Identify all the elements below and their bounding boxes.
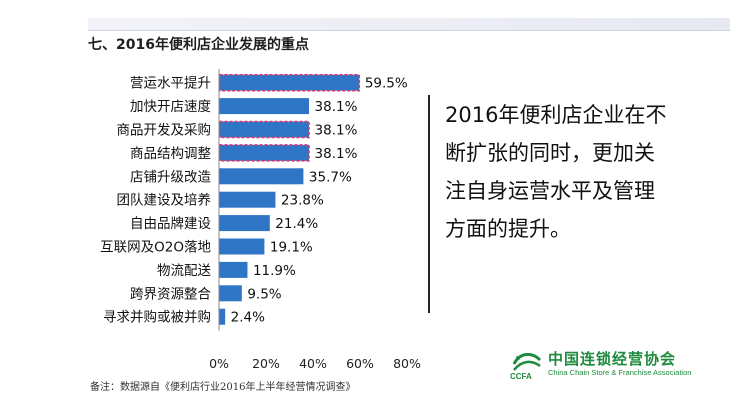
x-tick-label-4: 60%	[346, 356, 374, 371]
title-bar-background	[88, 18, 730, 30]
x-tick-label-5: 80%	[393, 356, 421, 371]
bar-3	[218, 120, 310, 139]
value-label-9: 11.9%	[253, 263, 296, 279]
side-text-line-3: 注自身运营水平及管理	[445, 179, 655, 203]
value-label-6: 23.8%	[281, 193, 324, 209]
category-label-3: 商品开发及采购	[117, 123, 212, 139]
category-label-5: 店铺升级改造	[130, 169, 211, 185]
bar-5	[219, 168, 304, 185]
x-tick-label-3: 40%	[299, 356, 327, 371]
bar-10	[219, 285, 242, 302]
category-label-1: 营运水平提升	[130, 76, 211, 92]
title-bar-underline	[88, 30, 730, 31]
value-label-10: 9.5%	[247, 286, 281, 302]
category-label-10: 跨界资源整合	[130, 286, 211, 302]
category-label-11: 寻求并购或被并购	[103, 310, 211, 326]
x-tick-label-2: 20%	[252, 356, 280, 371]
ccfa-logo: CCFA 中国连锁经营协会 China Chain Store & Franch…	[510, 346, 710, 386]
category-label-4: 商品结构调整	[130, 146, 211, 162]
value-label-7: 21.4%	[275, 216, 318, 232]
category-label-7: 自由品牌建设	[130, 215, 211, 232]
side-text-line-1: 2016年便利店企业在不	[445, 103, 667, 127]
side-text-line-4: 方面的提升。	[445, 217, 571, 241]
bar-2	[219, 98, 310, 115]
bars-group	[218, 73, 361, 325]
source-note: 备注：数据源自《便利店行业2016年上半年经营情况调查》	[90, 382, 356, 393]
value-label-11: 2.4%	[231, 310, 265, 326]
bar-1	[218, 73, 361, 92]
logo-english-name: China Chain Store & Franchise Associatio…	[548, 368, 692, 377]
x-axis-group: 0% 20% 40% 60% 80%	[209, 69, 421, 371]
bar-8	[219, 238, 265, 255]
bar-11	[219, 308, 226, 325]
logo-abbr: CCFA	[510, 372, 532, 381]
bar-4	[218, 144, 310, 162]
category-labels-group: 营运水平提升加快开店速度商品开发及采购商品结构调整店铺升级改造团队建设及培养自由…	[100, 76, 211, 326]
category-label-9: 物流配送	[157, 263, 211, 279]
category-label-8: 互联网及O2O落地	[100, 240, 211, 256]
side-commentary: 2016年便利店企业在不 断扩张的同时，更加关 注自身运营水平及管理 方面的提升…	[445, 96, 715, 248]
divider-line	[428, 95, 430, 313]
value-label-5: 35.7%	[309, 169, 352, 185]
value-label-4: 38.1%	[315, 146, 358, 162]
value-labels-group: 59.5% 38.1% 38.1% 38.1% 35.7% 23.8% 21.4% 19.1%…	[231, 76, 408, 326]
bar-7	[219, 215, 270, 232]
bar-9	[219, 261, 248, 278]
category-label-6: 团队建设及培养	[117, 193, 212, 209]
section-title: 七、2016年便利店企业发展的重点	[88, 37, 309, 53]
value-label-3: 38.1%	[315, 123, 358, 139]
bar-6	[219, 191, 276, 208]
x-tick-label-1: 0%	[209, 356, 229, 371]
side-text-line-2: 断扩张的同时，更加关	[445, 141, 655, 165]
category-label-2: 加快开店速度	[130, 99, 211, 115]
value-label-1: 59.5%	[365, 76, 408, 92]
logo-chinese-name: 中国连锁经营协会	[548, 350, 677, 368]
value-label-8: 19.1%	[270, 240, 313, 256]
value-label-2: 38.1%	[315, 99, 358, 115]
ccfa-logo-mark-icon	[512, 353, 542, 371]
